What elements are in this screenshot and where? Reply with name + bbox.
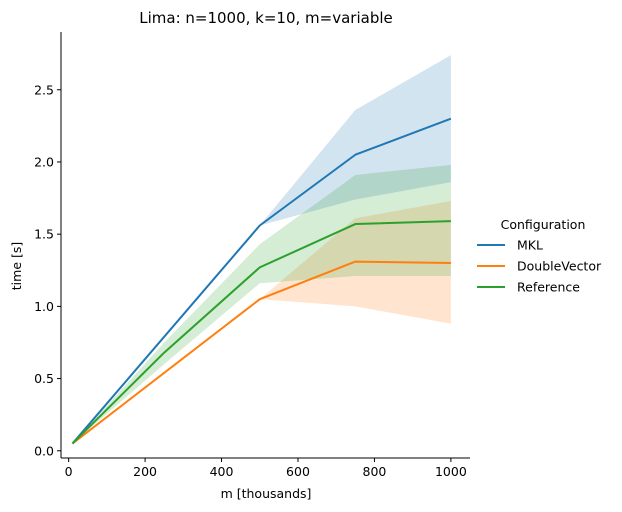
y-tick-label: 2.5 <box>34 82 54 97</box>
legend-item-reference: Reference <box>477 280 580 295</box>
series-lines <box>71 117 452 445</box>
x-axis-label: m [thousands] <box>221 486 312 501</box>
y-tick-label: 0.0 <box>34 443 54 458</box>
x-tick-label: 400 <box>210 464 234 479</box>
legend-label: MKL <box>517 238 543 253</box>
axes: 0 200 400 600 800 1000 0.0 0.5 1.0 1.5 2.0 2.5 <box>34 32 470 479</box>
y-tick-label: 1.5 <box>34 227 54 242</box>
legend-label: DoubleVector <box>517 259 602 274</box>
legend-label: Reference <box>517 280 580 295</box>
y-tick-label: 0.5 <box>34 371 54 386</box>
chart-title: Lima: n=1000, k=10, m=variable <box>139 9 393 27</box>
legend-item-mkl: MKL <box>477 238 543 253</box>
x-tick-label: 600 <box>286 464 310 479</box>
confidence-bands <box>72 55 451 444</box>
band-mkl <box>72 55 451 444</box>
legend: Configuration MKL DoubleVector Reference <box>477 217 602 295</box>
x-tick-label: 0 <box>65 464 73 479</box>
band-reference <box>72 164 451 444</box>
legend-item-doublevector: DoubleVector <box>477 259 602 274</box>
y-tick-label: 2.0 <box>34 154 54 169</box>
legend-title: Configuration <box>501 217 586 232</box>
line-reference <box>71 220 451 445</box>
line-mkl <box>71 117 452 445</box>
y-tick-label: 1.0 <box>34 299 54 314</box>
line-doublevector <box>71 260 451 445</box>
x-tick-label: 200 <box>133 464 157 479</box>
x-tick-label: 1000 <box>435 464 467 479</box>
x-tick-label: 800 <box>363 464 387 479</box>
y-axis-label: time [s] <box>9 242 24 290</box>
